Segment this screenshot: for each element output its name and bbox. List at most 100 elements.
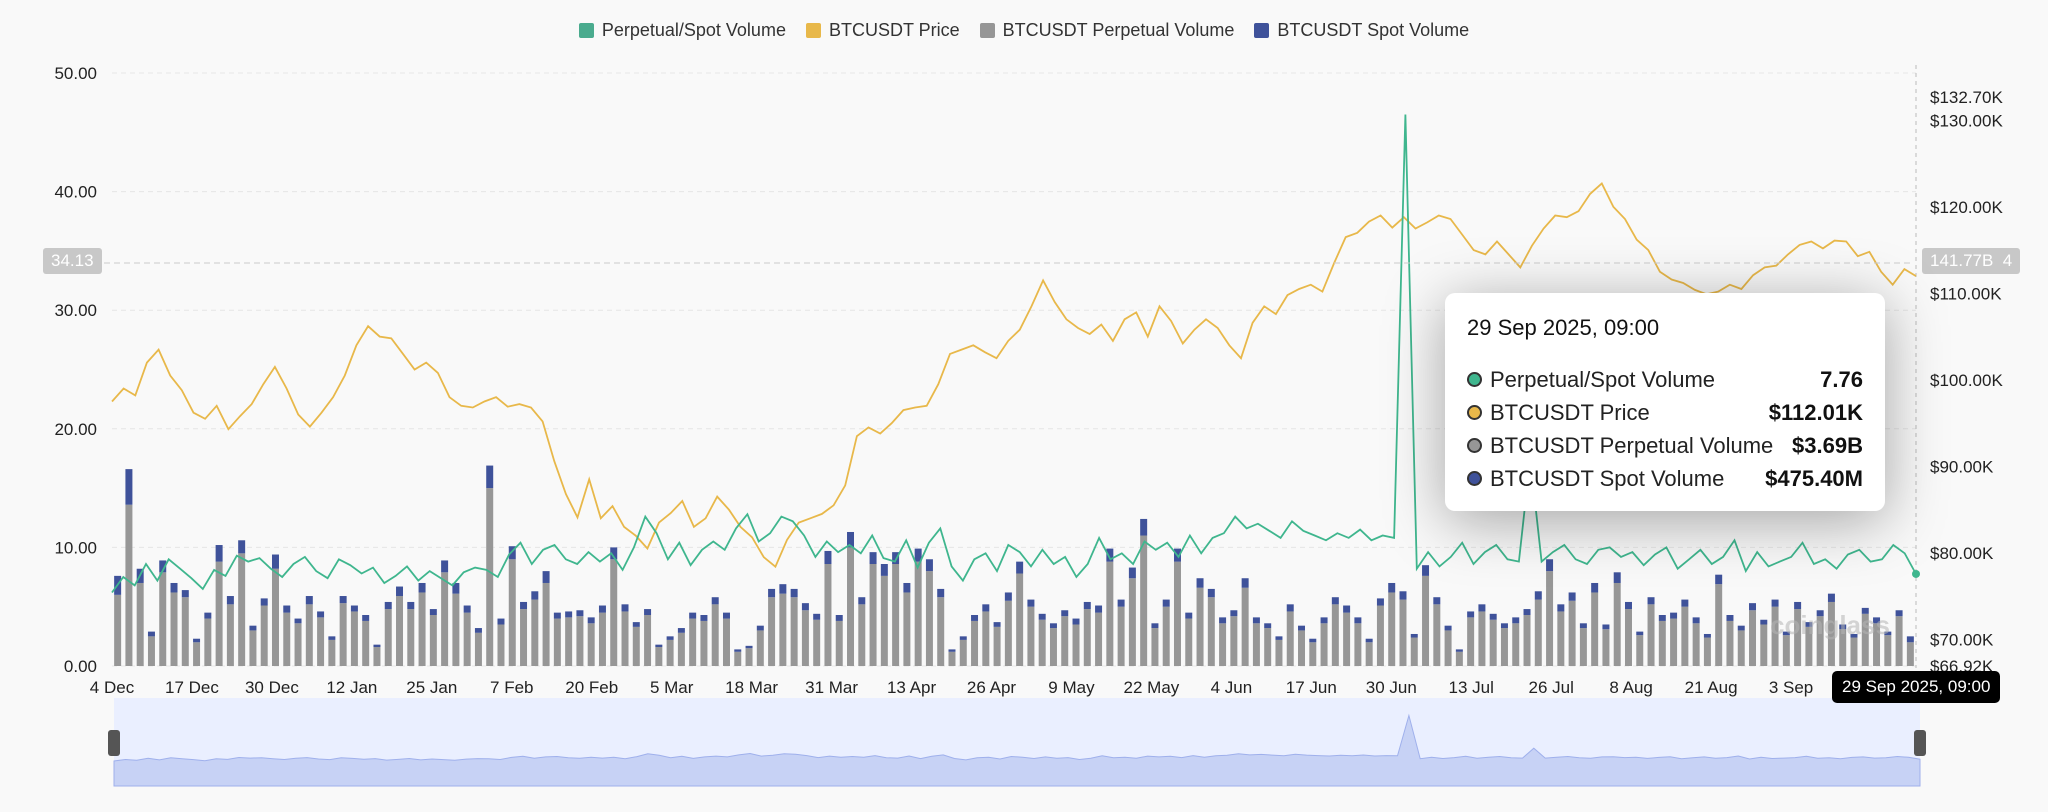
spot-volume-bar [835, 615, 843, 621]
spot-volume-bar [1546, 559, 1554, 572]
perp-volume-bar [238, 553, 246, 666]
spot-volume-bar [1444, 625, 1452, 631]
perp-volume-bar [147, 636, 155, 666]
spot-volume-bar [756, 625, 764, 631]
spot-volume-bar [937, 588, 945, 598]
perp-volume-bar [1602, 629, 1610, 666]
tooltip-value: $112.01K [1768, 399, 1863, 425]
spot-volume-bar [880, 564, 888, 576]
spot-volume-bar [441, 560, 449, 573]
perp-volume-bar [1083, 609, 1091, 666]
perp-volume-bar [1478, 611, 1486, 666]
left-tick-label: 50.00 [54, 64, 97, 83]
spot-volume-bar [1286, 604, 1294, 612]
spot-volume-bar [1207, 588, 1215, 598]
perp-volume-bar [1433, 604, 1441, 666]
spot-volume-bar [1613, 572, 1621, 583]
spot-volume-bar [1354, 617, 1362, 624]
spot-volume-bar [1489, 613, 1497, 620]
spot-volume-bar [396, 586, 404, 597]
perp-volume-bar [1455, 651, 1463, 666]
perp-volume-bar [666, 639, 674, 666]
x-tick-label: 4 Dec [90, 678, 135, 697]
spot-volume-bar [350, 605, 358, 612]
navigator[interactable] [108, 698, 1926, 787]
spot-volume-bar [1388, 582, 1396, 593]
legend-item-perp-volume[interactable]: BTCUSDT Perpetual Volume [979, 20, 1234, 41]
legend-item-ratio[interactable]: Perpetual/Spot Volume [578, 20, 786, 41]
spot-volume-bar [565, 611, 573, 618]
spot-volume-bar [1884, 631, 1892, 636]
right-tick-label: $130.00K [1930, 111, 2003, 130]
perp-volume-bar [993, 626, 1001, 666]
spot-volume-bar [824, 550, 832, 565]
perp-volume-bar [1241, 587, 1249, 666]
perp-volume-bar [418, 592, 426, 666]
perp-volume-bar [903, 592, 911, 666]
perp-volume-bar [1151, 628, 1159, 666]
navigator-handle-left[interactable] [108, 730, 120, 756]
perp-volume-bar [1207, 597, 1215, 666]
legend-item-spot-volume[interactable]: BTCUSDT Spot Volume [1254, 20, 1469, 41]
perp-volume-bar [362, 620, 370, 666]
spot-volume-bar [1083, 601, 1091, 610]
spot-volume-bar [1749, 603, 1757, 611]
price-line [111, 182, 1917, 569]
spot-volume-bar [700, 615, 708, 621]
perp-volume-bar [925, 571, 933, 666]
perp-volume-bar [1884, 635, 1892, 666]
spot-volume-bar [1049, 623, 1057, 629]
spot-volume-bar [147, 631, 155, 637]
navigator-handle-right[interactable] [1914, 730, 1926, 756]
perp-volume-bar [1613, 582, 1621, 666]
perp-volume-bar [215, 561, 223, 666]
perp-volume-bar [1038, 619, 1046, 666]
spot-volume-bar [1365, 638, 1373, 643]
spot-volume-bar [948, 649, 956, 652]
perp-volume-bar [294, 623, 302, 666]
spot-volume-bar [1252, 617, 1260, 624]
x-tick-label: 9 May [1048, 678, 1095, 697]
right-tick-label: $100.00K [1930, 371, 2003, 390]
spot-volume-bar [621, 604, 629, 612]
spot-volume-bar [418, 582, 426, 593]
crosshair-left-label: 34.13 [43, 248, 102, 274]
spot-volume-bar [1794, 601, 1802, 610]
spot-volume-bar [644, 609, 652, 616]
spot-volume-bar [362, 615, 370, 621]
spot-volume-bar [982, 604, 990, 612]
crosshair-right-suffix: 4 [2002, 251, 2013, 270]
spot-volume-bar [429, 609, 437, 616]
left-axis: 0.00 10.00 20.00 30.00 40.00 50.00 [54, 64, 97, 676]
perp-volume-bar [1106, 561, 1114, 666]
perp-volume-bar [1140, 535, 1148, 666]
perp-volume-bar [1027, 606, 1035, 666]
perp-volume-bar [1173, 561, 1181, 666]
spot-volume-bar [283, 605, 291, 613]
legend-item-price[interactable]: BTCUSDT Price [805, 20, 960, 41]
perp-volume-bar [847, 547, 855, 666]
perp-volume-bar [1095, 612, 1103, 666]
tooltip-row-perp-volume: BTCUSDT Perpetual Volume $3.69B [1467, 429, 1863, 462]
tooltip-row-ratio: Perpetual/Spot Volume 7.76 [1467, 363, 1863, 396]
spot-volume-bar [193, 638, 201, 643]
perp-volume-bar [1636, 635, 1644, 666]
x-tick-label: 17 Dec [165, 678, 219, 697]
spot-volume-bar [959, 636, 967, 640]
crosshair-right-label: 141.77B 4 [1922, 248, 2021, 274]
x-axis: 4 Dec 17 Dec 30 Dec 12 Jan 25 Jan 7 Feb 20 Feb… [90, 678, 1881, 697]
perp-volume-bar [1827, 601, 1835, 666]
legend-label: Perpetual/Spot Volume [601, 20, 786, 40]
perp-volume-bar [260, 605, 268, 666]
left-tick-label: 0.00 [64, 657, 97, 676]
spot-volume-bar [1557, 604, 1565, 612]
perp-volume-bar [1546, 571, 1554, 666]
spot-volume-bar [1861, 607, 1869, 614]
spot-volume-bar [125, 469, 133, 505]
spot-volume-bar [1478, 604, 1486, 612]
ratio-line [111, 114, 1917, 594]
perp-volume-bar [745, 648, 753, 666]
spot-volume-bar [474, 628, 482, 633]
spot-volume-bar [892, 552, 900, 565]
